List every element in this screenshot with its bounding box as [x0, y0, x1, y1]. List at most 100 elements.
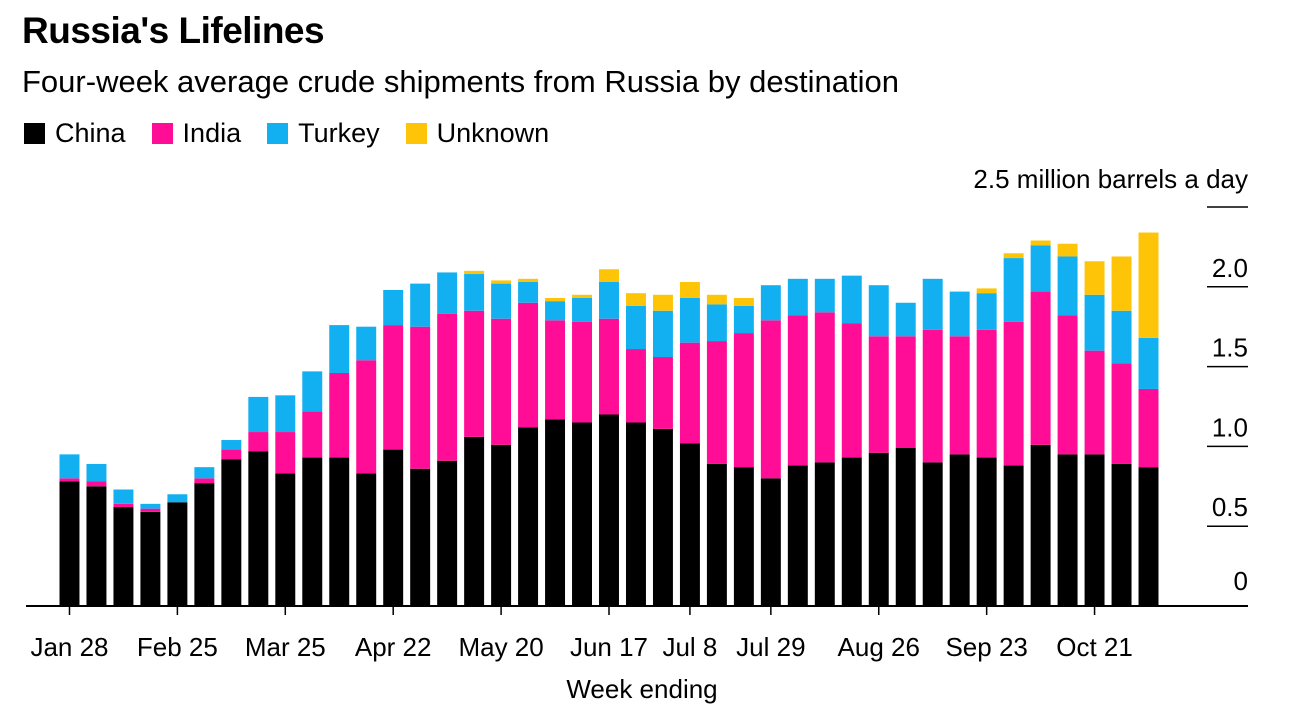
y-tick-label: 0.5: [1212, 492, 1248, 522]
bar-turkey: [1057, 256, 1078, 316]
bar-turkey: [841, 275, 862, 324]
bar-china: [113, 507, 134, 606]
bar-turkey: [140, 503, 161, 509]
legend: China India Turkey Unknown: [24, 118, 549, 149]
bar-turkey: [760, 285, 781, 321]
bar-china: [922, 462, 943, 606]
bar-turkey: [302, 371, 323, 412]
bar-unknown: [1084, 261, 1105, 295]
bar-china: [1057, 454, 1078, 606]
bar-unknown: [976, 288, 997, 294]
bar-india: [949, 336, 970, 455]
bar-china: [518, 427, 539, 606]
bar-turkey: [922, 278, 943, 330]
bar-turkey: [949, 291, 970, 337]
y-tick-label: 1.5: [1212, 333, 1248, 363]
bar-turkey: [706, 304, 727, 342]
bar-turkey: [86, 463, 107, 482]
bar-unknown: [1003, 253, 1024, 259]
bar-india: [194, 478, 215, 484]
bar-india: [1030, 291, 1051, 445]
legend-item-india: India: [151, 118, 241, 149]
bar-china: [383, 449, 404, 606]
bar-turkey: [572, 297, 592, 322]
x-tick-label: Oct 21: [1056, 632, 1133, 662]
legend-item-china: China: [24, 118, 126, 149]
bar-unknown: [1111, 256, 1132, 311]
legend-label-unknown: Unknown: [436, 118, 550, 148]
bar-turkey: [410, 283, 431, 327]
legend-item-turkey: Turkey: [267, 118, 380, 149]
bar-india: [1003, 321, 1024, 466]
bar-china: [868, 452, 889, 606]
bar-china: [356, 473, 377, 606]
bar-china: [1003, 465, 1024, 606]
x-tick-label: Apr 22: [355, 632, 432, 662]
y-tick-label: 1.0: [1212, 412, 1248, 442]
bar-turkey: [814, 278, 835, 313]
bar-india: [599, 318, 619, 415]
bar-china: [787, 465, 808, 606]
bar-india: [841, 323, 862, 458]
bar-unknown: [679, 282, 700, 298]
bar-china: [248, 451, 269, 606]
bar-china: [329, 457, 350, 606]
x-tick-label: Mar 25: [245, 632, 326, 662]
bar-india: [1057, 315, 1078, 455]
bar-india: [383, 325, 404, 450]
bar-turkey: [545, 301, 566, 321]
bar-turkey: [733, 305, 754, 334]
bar-turkey: [248, 396, 269, 433]
x-tick-label: Jan 28: [30, 632, 108, 662]
bar-india: [356, 360, 377, 474]
bar-china: [59, 481, 80, 606]
legend-swatch-china: [24, 123, 45, 144]
bar-china: [895, 448, 916, 606]
bar-unknown: [706, 294, 727, 305]
bar-china: [733, 467, 754, 606]
bar-china: [491, 444, 512, 606]
bar-unknown: [625, 293, 646, 306]
bar-india: [545, 320, 566, 420]
bar-unknown: [652, 294, 673, 311]
bar-china: [599, 414, 619, 606]
bar-india: [1138, 388, 1159, 468]
bar-turkey: [59, 454, 80, 479]
y-tick-label: 2.0: [1212, 253, 1248, 283]
bar-china: [949, 454, 970, 606]
bar-china: [1030, 444, 1051, 606]
bar-unknown: [1138, 232, 1159, 338]
bar-india: [572, 321, 592, 423]
bar-india: [895, 336, 916, 448]
bar-china: [140, 511, 161, 606]
bar-turkey: [113, 489, 134, 504]
chart-subtitle: Four-week average crude shipments from R…: [22, 64, 900, 99]
bar-turkey: [976, 293, 997, 330]
bar-china: [760, 478, 781, 606]
bar-india: [59, 478, 80, 482]
bar-turkey: [1138, 337, 1159, 389]
bar-turkey: [1111, 310, 1132, 364]
bar-china: [1111, 463, 1132, 606]
bar-india: [976, 329, 997, 458]
bar-india: [760, 320, 781, 479]
bar-china: [572, 422, 592, 606]
bar-unknown: [572, 294, 592, 298]
bar-turkey: [275, 395, 296, 433]
bar-turkey: [1084, 294, 1105, 351]
legend-swatch-unknown: [405, 123, 427, 144]
x-tick-label: May 20: [458, 632, 543, 662]
x-tick-label: Jun 17: [570, 632, 648, 662]
bar-india: [1084, 350, 1105, 455]
bar-unknown: [518, 278, 539, 283]
bar-turkey: [329, 325, 350, 373]
bar-india: [410, 326, 431, 469]
bar-turkey: [383, 289, 404, 326]
bar-india: [814, 312, 835, 463]
bar-india: [329, 372, 350, 458]
legend-swatch-turkey: [267, 123, 289, 144]
bar-india: [518, 302, 539, 428]
bar-turkey: [194, 467, 215, 479]
legend-label-china: China: [55, 118, 126, 148]
